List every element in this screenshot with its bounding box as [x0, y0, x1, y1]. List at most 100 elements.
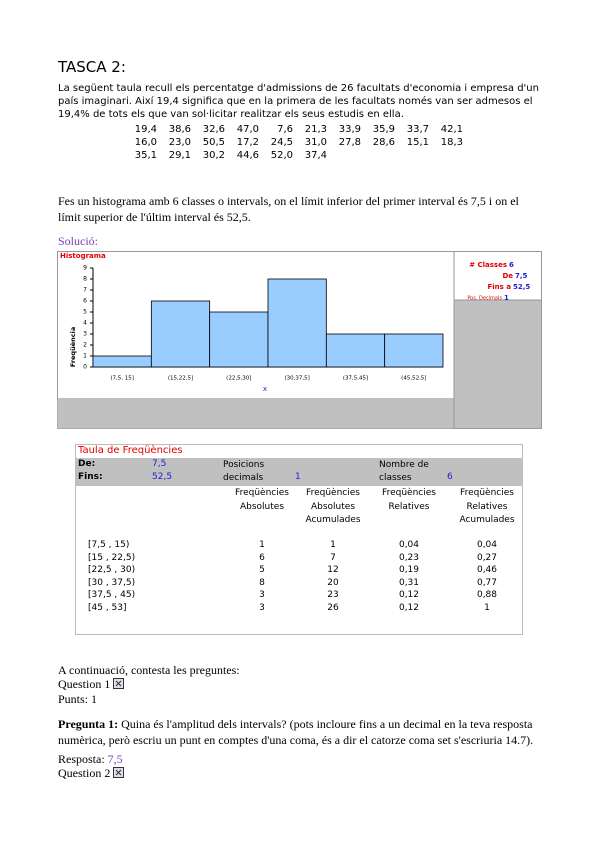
cell: 0,23	[398, 552, 420, 563]
data-value: 24,5	[270, 137, 293, 148]
cell: 3	[259, 602, 265, 613]
panel-label: De	[502, 272, 513, 280]
cell: 0,04	[398, 540, 420, 550]
interval: [37,5 , 45)	[88, 590, 136, 600]
solution-label: Solució:	[58, 234, 99, 248]
cell: 6	[259, 552, 265, 563]
icon[interactable]	[113, 767, 125, 778]
column-header: Freqüències Relatives Acumulades	[459, 488, 515, 525]
chart-footer	[57, 398, 455, 429]
cell: 3	[259, 590, 265, 600]
y-tick-label: 8	[83, 276, 87, 283]
data-value: 32,6	[202, 124, 225, 135]
y-tick-label: 3	[83, 331, 87, 338]
x-tick-label: (37,5,45]	[343, 376, 368, 382]
value: 6	[447, 472, 453, 482]
cell: 0,77	[476, 577, 498, 588]
cell: 12	[327, 565, 339, 575]
panel-label: Pos. Decimals	[467, 296, 502, 302]
panel-label: # Classes	[469, 261, 507, 269]
data-value: 15,1	[406, 137, 429, 148]
cell: 5	[259, 565, 265, 575]
table-band	[76, 458, 522, 486]
question-heading: Pregunta 1:	[58, 717, 119, 731]
column-header: Freqüències Absolutes	[235, 488, 289, 512]
freq-table: Taula de Freqüències De: 7,5 Fins: 52,5 …	[75, 444, 523, 635]
x-tick-label: (15,22,5]	[168, 376, 193, 382]
question-body: Quina és l'amplitud dels intervals? (pot…	[58, 717, 534, 747]
bar	[150, 300, 211, 368]
panel-value: 7,5	[515, 272, 528, 280]
question-label: Question 2	[58, 766, 125, 781]
data-value: 47,0	[236, 124, 259, 135]
data-value: 35,1	[134, 150, 157, 161]
cell: 8	[259, 577, 265, 588]
cell: 0,04	[476, 540, 498, 550]
data-value: 23,0	[168, 137, 191, 148]
value: 7,5	[152, 459, 167, 469]
cell: 1	[259, 540, 265, 550]
task: Fes un histograma amb 6 classes o interv…	[58, 194, 519, 224]
column-header: Freqüències Relatives	[382, 488, 436, 512]
bar	[92, 355, 152, 368]
answer: Resposta: 7,5	[58, 752, 123, 767]
label: Fins:	[78, 472, 103, 482]
y-tick-label: 7	[83, 287, 87, 294]
y-tick-label: 9	[83, 265, 87, 272]
interval: [15 , 22,5)	[88, 552, 136, 563]
data-value: 7,6	[277, 124, 293, 135]
cell: 0,19	[398, 565, 420, 575]
answer-label: Resposta:	[58, 752, 105, 766]
cell: 0,46	[476, 565, 498, 575]
data-value: 19,4	[134, 124, 157, 135]
data-value: 37,4	[304, 150, 327, 161]
data-value: 17,2	[236, 137, 259, 148]
interval: [30 , 37,5)	[88, 577, 136, 588]
data-value: 30,2	[202, 150, 225, 161]
y-tick-label: 5	[83, 309, 87, 316]
points: Punts: 1	[58, 692, 98, 706]
data-value: 21,3	[304, 124, 327, 135]
table-title: Taula de Freqüències	[78, 445, 183, 456]
bar	[209, 311, 269, 368]
cell: 7	[330, 552, 336, 563]
question-label: Question 1	[58, 677, 125, 692]
interval: [45 , 53]	[88, 602, 127, 613]
y-tick-label: 6	[83, 298, 87, 305]
cell: 0,27	[476, 552, 498, 563]
x-axis-label: x	[263, 385, 267, 393]
x-tick-label: (7,5, 15]	[110, 376, 134, 382]
data-value: 33,7	[406, 124, 429, 135]
panel-value: 1	[504, 294, 509, 302]
panel-value: 6	[509, 261, 514, 269]
y-tick-label: 0	[83, 364, 87, 371]
bar	[384, 333, 444, 368]
data-value: 28,6	[372, 137, 395, 148]
y-tick-label: 2	[83, 342, 87, 349]
icon[interactable]	[113, 678, 125, 689]
cell: 26	[327, 602, 339, 613]
panel-footer	[453, 299, 542, 429]
data-value: 35,9	[372, 124, 395, 135]
chart-title: Histograma	[60, 252, 106, 260]
panel-value: 52,5	[513, 283, 530, 291]
title: TASCA 2:	[58, 58, 126, 76]
cell: 20	[327, 577, 339, 588]
data-value: 27,8	[338, 137, 361, 148]
data-value: 33,9	[338, 124, 361, 135]
x-tick-label: (30,37,5]	[285, 376, 310, 382]
panel-label: Fins a	[488, 283, 512, 291]
cell: 0,12	[398, 590, 420, 600]
data-value: 42,1	[440, 124, 463, 135]
data-value: 52,0	[270, 150, 293, 161]
label: Nombre de classes	[379, 460, 429, 483]
questions-intro: A continuació, contesta les preguntes:	[58, 663, 240, 677]
x-tick-label: (45,52,5]	[401, 376, 426, 382]
bar	[325, 333, 386, 368]
data-value: 16,0	[134, 137, 157, 148]
label: Posicions decimals	[223, 460, 265, 483]
question-title: Question 1	[58, 677, 111, 691]
cell: 23	[327, 590, 339, 600]
data-value: 29,1	[168, 150, 191, 161]
